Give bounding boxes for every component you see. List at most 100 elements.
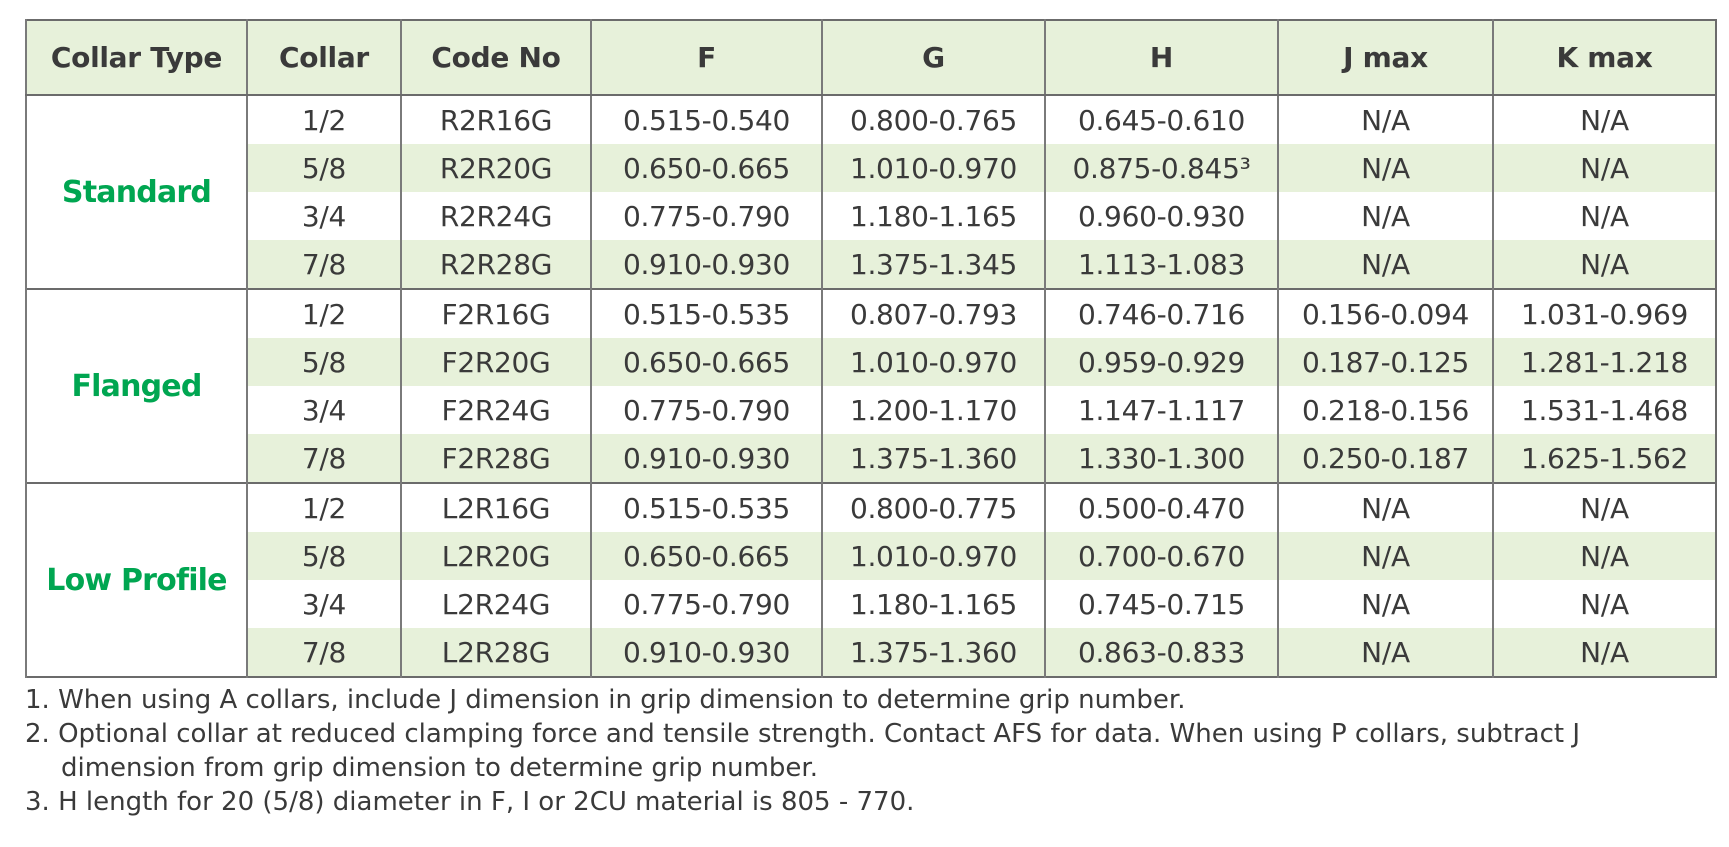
table-cell: 0.746-0.716 bbox=[1044, 288, 1278, 338]
table-cell: N/A bbox=[1492, 94, 1716, 144]
group-label: Low Profile bbox=[25, 482, 247, 677]
table-cell: F2R28G bbox=[400, 434, 591, 483]
table-cell: 1.113-1.083 bbox=[1044, 240, 1278, 289]
table-cell: N/A bbox=[1277, 144, 1493, 192]
table-cell: 3/4 bbox=[246, 192, 401, 240]
table-cell: N/A bbox=[1492, 482, 1716, 532]
header-cell: J max bbox=[1277, 20, 1493, 96]
table-cell: 0.700-0.670 bbox=[1044, 532, 1278, 580]
table-cell: 0.515-0.535 bbox=[590, 482, 822, 532]
table-cell: 0.250-0.187 bbox=[1277, 434, 1493, 483]
table-cell: 0.910-0.930 bbox=[590, 434, 822, 483]
table-row: 5/8 L2R20G 0.650-0.665 1.010-0.970 0.700-0.6… bbox=[26, 532, 1716, 580]
header-cell: K max bbox=[1492, 20, 1716, 96]
table-cell: 0.775-0.790 bbox=[590, 580, 822, 628]
header-cell: Collar Type bbox=[25, 20, 247, 96]
table-cell: 0.910-0.930 bbox=[590, 628, 822, 677]
table-cell: 5/8 bbox=[246, 144, 401, 192]
table-cell: 0.775-0.790 bbox=[590, 192, 822, 240]
table-cell: 0.645-0.610 bbox=[1044, 94, 1278, 144]
table-cell: L2R16G bbox=[400, 482, 591, 532]
table-body: Standard 1/2 R2R16G 0.515-0.540 0.800-0.765 0… bbox=[25, 94, 1716, 677]
table-cell: R2R24G bbox=[400, 192, 591, 240]
table-cell: 7/8 bbox=[246, 434, 401, 483]
table-cell: 0.910-0.930 bbox=[590, 240, 822, 289]
table-cell: 1/2 bbox=[246, 288, 401, 338]
table-cell: N/A bbox=[1277, 192, 1493, 240]
table-row: 7/8 F2R28G 0.910-0.930 1.375-1.360 1.330-1.3… bbox=[26, 434, 1716, 483]
table-cell: 0.156-0.094 bbox=[1277, 288, 1493, 338]
table-cell: 0.775-0.790 bbox=[590, 386, 822, 434]
table-cell: N/A bbox=[1277, 532, 1493, 580]
table-cell: R2R20G bbox=[400, 144, 591, 192]
table-cell: 0.187-0.125 bbox=[1277, 338, 1493, 386]
table-cell: 1/2 bbox=[246, 94, 401, 144]
table-cell: L2R20G bbox=[400, 532, 591, 580]
table-cell: 0.515-0.540 bbox=[590, 94, 822, 144]
table-row: 7/8 R2R28G 0.910-0.930 1.375-1.345 1.113-1.0… bbox=[26, 240, 1716, 289]
table-cell: N/A bbox=[1277, 580, 1493, 628]
table-cell: 0.650-0.665 bbox=[590, 338, 822, 386]
table-cell: 0.650-0.665 bbox=[590, 144, 822, 192]
table-row: Flanged 1/2 F2R16G 0.515-0.535 0.807-0.793 0.… bbox=[25, 288, 1716, 483]
table-cell: N/A bbox=[1492, 580, 1716, 628]
table-cell: R2R28G bbox=[400, 240, 591, 289]
table-cell: 0.745-0.715 bbox=[1044, 580, 1278, 628]
table-cell: N/A bbox=[1492, 532, 1716, 580]
table-cell: 0.800-0.765 bbox=[821, 94, 1045, 144]
table-row: 5/8 R2R20G 0.650-0.665 1.010-0.970 0.875-0.8… bbox=[26, 144, 1716, 192]
table-cell: L2R24G bbox=[400, 580, 591, 628]
header-row: Collar Type Collar Code No F G H J max K max bbox=[25, 20, 1716, 96]
header-cell: Collar bbox=[246, 20, 401, 96]
table-row: 7/8 L2R28G 0.910-0.930 1.375-1.360 0.863-0.8… bbox=[26, 628, 1716, 677]
table-cell: 0.875-0.845³ bbox=[1044, 144, 1278, 192]
table-cell: 1.531-1.468 bbox=[1492, 386, 1716, 434]
table-cell: 1.330-1.300 bbox=[1044, 434, 1278, 483]
table-cell: 1.010-0.970 bbox=[821, 144, 1045, 192]
table-cell: 1.010-0.970 bbox=[821, 532, 1045, 580]
table-cell: 0.800-0.775 bbox=[821, 482, 1045, 532]
table-cell: 5/8 bbox=[246, 338, 401, 386]
group-label: Flanged bbox=[25, 288, 247, 483]
header-cell: G bbox=[821, 20, 1045, 96]
table-cell: 0.863-0.833 bbox=[1044, 628, 1278, 677]
table-cell: N/A bbox=[1277, 482, 1493, 532]
header-cell: F bbox=[590, 20, 822, 96]
table-cell: L2R28G bbox=[400, 628, 591, 677]
group-label: Standard bbox=[25, 94, 247, 289]
table-cell: 0.515-0.535 bbox=[590, 288, 822, 338]
table-cell: 3/4 bbox=[246, 386, 401, 434]
table-cell: N/A bbox=[1277, 240, 1493, 289]
table-cell: 0.218-0.156 bbox=[1277, 386, 1493, 434]
table-cell: 1.180-1.165 bbox=[821, 580, 1045, 628]
footnote: 1. When using A collars, include J dimen… bbox=[25, 685, 1186, 715]
table-cell: N/A bbox=[1492, 240, 1716, 289]
table-cell: 1.281-1.218 bbox=[1492, 338, 1716, 386]
table-cell: 7/8 bbox=[246, 628, 401, 677]
table-cell: 0.960-0.930 bbox=[1044, 192, 1278, 240]
table-cell: 0.959-0.929 bbox=[1044, 338, 1278, 386]
table-cell: N/A bbox=[1492, 628, 1716, 677]
table-row: Low Profile 1/2 L2R16G 0.515-0.535 0.800-0.7… bbox=[25, 482, 1716, 677]
table-cell: 1.010-0.970 bbox=[821, 338, 1045, 386]
table-row: Standard 1/2 R2R16G 0.515-0.540 0.800-0.765 0… bbox=[25, 94, 1716, 289]
table-row: 5/8 F2R20G 0.650-0.665 1.010-0.970 0.959-0.9… bbox=[26, 338, 1716, 386]
table-row: 3/4 L2R24G 0.775-0.790 1.180-1.165 0.745-0.7… bbox=[26, 580, 1716, 628]
footnotes: 1. When using A collars, include J dimen… bbox=[25, 683, 1715, 819]
footnote: 2. Optional collar at reduced clamping f… bbox=[25, 719, 1581, 783]
table-cell: 1.375-1.360 bbox=[821, 434, 1045, 483]
header-cell: H bbox=[1044, 20, 1278, 96]
table-cell: N/A bbox=[1277, 94, 1493, 144]
table-cell: F2R24G bbox=[400, 386, 591, 434]
table-cell: R2R16G bbox=[400, 94, 591, 144]
table-row: 3/4 R2R24G 0.775-0.790 1.180-1.165 0.960-0.9… bbox=[26, 192, 1716, 240]
table-cell: 1.200-1.170 bbox=[821, 386, 1045, 434]
footnote: 3. H length for 20 (5/8) diameter in F, … bbox=[25, 787, 915, 817]
table-cell: N/A bbox=[1492, 192, 1716, 240]
table-cell: 1.180-1.165 bbox=[821, 192, 1045, 240]
table-cell: 1.375-1.345 bbox=[821, 240, 1045, 289]
table-cell: F2R16G bbox=[400, 288, 591, 338]
table-cell: F2R20G bbox=[400, 338, 591, 386]
table-cell: 1.031-0.969 bbox=[1492, 288, 1716, 338]
